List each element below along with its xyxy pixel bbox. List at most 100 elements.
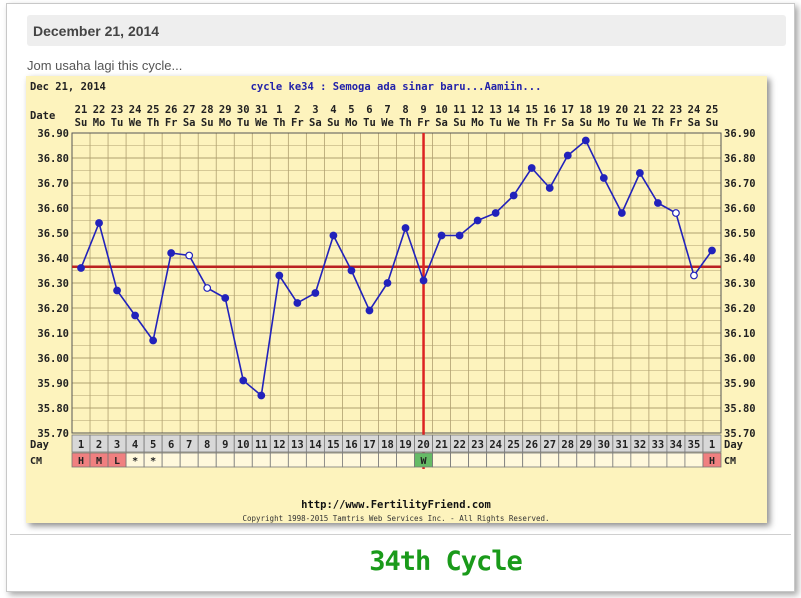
date-label: 23 [670,104,683,116]
temperature-point [545,184,554,192]
date-label: 9 [420,104,426,116]
day-number: 11 [255,439,268,451]
day-number: 15 [327,439,340,451]
temperature-point [293,299,302,307]
weekday-label: We [507,117,520,129]
temperature-point [221,294,230,302]
day-number: 24 [489,439,502,451]
weekday-label: Mo [93,117,106,129]
date-label: 25 [147,104,160,116]
cm-cell [215,452,235,468]
weekday-label: Sa [435,117,448,129]
cm-cell [558,452,578,468]
day-row-label-right: Day [724,439,744,451]
day-number: 9 [222,439,228,451]
date-label: 28 [201,104,214,116]
day-number: 17 [363,439,376,451]
y-tick-left: 36.40 [37,253,69,265]
weekday-label: Fr [291,117,304,129]
cm-cell [702,452,722,468]
temperature-point [599,174,608,182]
weekday-label: Fr [670,117,683,129]
weekday-label: Tu [111,117,124,129]
day-number: 18 [381,439,394,451]
cm-cell [251,452,271,468]
y-tick-right: 35.90 [724,378,756,390]
cm-cell [486,452,506,468]
cm-cell [197,452,217,468]
date-label: 14 [507,104,520,116]
temperature-point [563,151,572,160]
date-label: 20 [616,104,629,116]
weekday-label: Mo [219,117,232,129]
weekday-label: Tu [237,117,250,129]
day-number: 13 [291,439,304,451]
cm-cell [450,452,470,468]
cm-cell [360,452,379,468]
date-label: 4 [330,104,336,116]
day-number: 10 [237,439,250,451]
weekday-label: Th [399,117,412,129]
cm-cell [396,452,415,468]
date-label: 25 [706,104,719,116]
weekday-label: Mo [597,117,610,129]
weekday-label: Mo [471,117,484,129]
date-label: 30 [237,104,250,116]
weekday-label: Th [652,117,665,129]
date-label: 10 [435,104,448,116]
weekday-label: Tu [363,117,376,129]
temperature-point [275,271,284,280]
cm-value: H [709,456,715,467]
cm-cell [612,452,632,468]
date-label: 16 [543,104,556,116]
date-label: 21 [634,104,647,116]
day-number: 33 [652,439,665,451]
weekday-label: Th [273,117,286,129]
cm-cell [305,452,325,468]
date-label: 24 [688,104,701,116]
day-number: 30 [597,439,610,451]
date-label: 23 [111,104,124,116]
y-tick-left: 36.10 [37,328,69,340]
y-tick-right: 36.90 [724,128,756,140]
day-number: 26 [525,439,538,451]
date-label: 27 [183,104,196,116]
header-date: Dec 21, 2014 [30,81,106,93]
cm-cell [522,452,542,468]
y-tick-left: 36.20 [37,303,69,315]
temperature-point [473,216,482,225]
weekday-label: We [381,117,394,129]
y-tick-left: 36.00 [37,353,69,365]
cm-cell [630,452,650,468]
date-heading-bar: December 21, 2014 [27,15,786,46]
cm-cell [161,452,181,468]
chart-svg: Dec 21, 2014 cycle ke34 : Semoga ada sina… [26,76,767,523]
day-number: 5 [150,439,156,451]
day-number: 20 [417,439,430,451]
y-tick-right: 36.60 [724,203,756,215]
temperature-point [581,136,590,145]
weekday-label: Sa [309,117,322,129]
cm-cell [648,452,668,468]
y-tick-left: 36.70 [37,178,69,190]
temperature-point [347,266,356,275]
y-tick-left: 36.90 [37,128,69,140]
day-number: 25 [507,439,520,451]
date-row-label: Date [30,110,55,122]
weekday-label: Su [327,117,340,129]
date-label: 3 [312,104,318,116]
chart-url: http://www.FertilityFriend.com [301,499,491,511]
date-label: 22 [652,104,665,116]
day-number: 19 [399,439,412,451]
weekday-label: Fr [417,117,430,129]
temperature-point [113,286,121,295]
weekday-label: Mo [345,117,358,129]
day-number: 8 [204,439,210,451]
date-label: 22 [93,104,106,116]
cm-cell [378,452,397,468]
day-row-label: Day [30,439,50,451]
date-label: 18 [579,104,592,116]
day-cell [702,434,722,453]
cm-cell [342,452,361,468]
cm-value: * [150,456,156,467]
